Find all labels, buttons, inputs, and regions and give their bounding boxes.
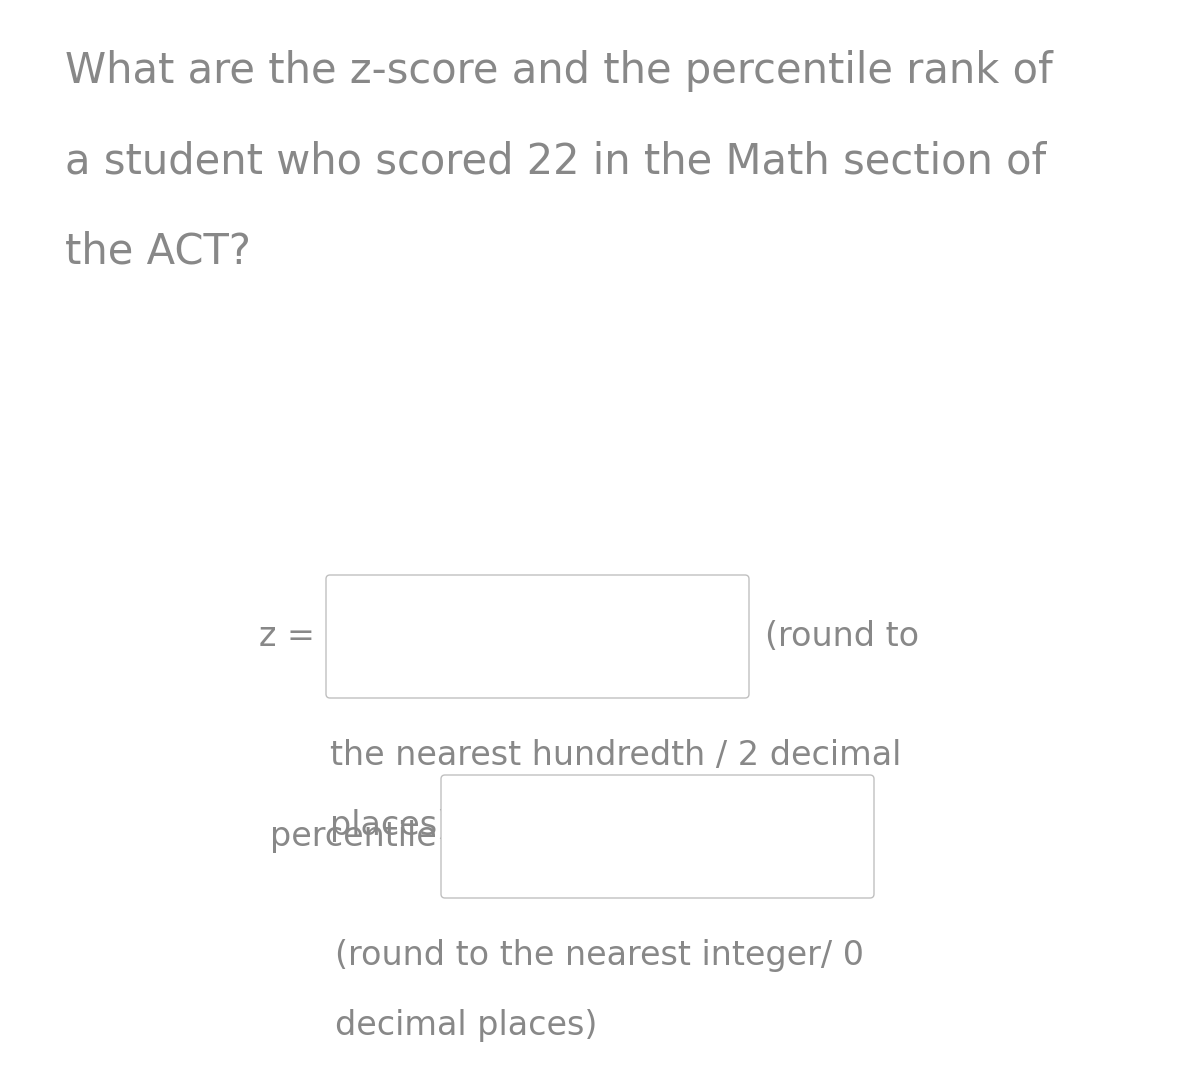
Text: the ACT?: the ACT?	[65, 230, 251, 272]
FancyBboxPatch shape	[442, 775, 874, 898]
Text: (round to: (round to	[766, 620, 919, 653]
Text: places): places)	[330, 809, 450, 842]
Text: the nearest hundredth / 2 decimal: the nearest hundredth / 2 decimal	[330, 739, 901, 772]
Text: (round to the nearest integer/ 0: (round to the nearest integer/ 0	[335, 939, 864, 972]
Text: z =: z =	[259, 620, 314, 653]
Text: a student who scored 22 in the Math section of: a student who scored 22 in the Math sect…	[65, 140, 1046, 182]
Text: What are the z-score and the percentile rank of: What are the z-score and the percentile …	[65, 50, 1052, 92]
FancyBboxPatch shape	[326, 575, 749, 698]
Text: percentile: percentile	[270, 820, 437, 853]
Text: decimal places): decimal places)	[335, 1009, 598, 1042]
